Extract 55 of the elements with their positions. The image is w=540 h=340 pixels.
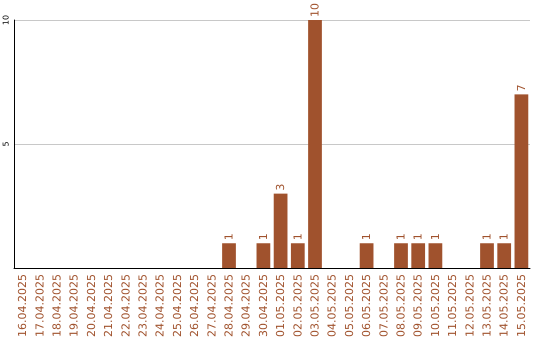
bar <box>514 94 528 268</box>
bar <box>394 243 408 268</box>
x-tick-label: 30.04.2025 <box>256 274 270 338</box>
x-tick-label: 23.04.2025 <box>136 274 150 338</box>
y-tick-label: 5 <box>2 141 10 147</box>
data-label: 3 <box>274 184 288 191</box>
x-tick-label: 07.05.2025 <box>377 274 390 338</box>
data-label: 1 <box>480 233 494 240</box>
x-tick-label: 09.05.2025 <box>412 274 425 338</box>
data-label: 1 <box>394 233 408 240</box>
x-tick-label: 02.05.2025 <box>291 274 304 338</box>
x-tick-label: 20.04.2025 <box>84 274 98 338</box>
bar <box>411 243 426 268</box>
x-tick-label: 29.04.2025 <box>240 274 253 338</box>
x-tick-label: 13.05.2025 <box>480 274 494 338</box>
data-label: 7 <box>514 84 528 92</box>
bar <box>497 243 512 268</box>
x-tick-label: 12.05.2025 <box>463 274 476 338</box>
bar <box>222 243 236 268</box>
x-tick-label: 28.04.2025 <box>222 274 236 338</box>
x-tick-label: 22.04.2025 <box>119 274 132 338</box>
x-tick-label: 25.04.2025 <box>170 274 184 338</box>
x-tick-label: 14.05.2025 <box>498 274 511 338</box>
x-tick-label: 15.05.2025 <box>514 274 528 338</box>
bar <box>308 20 322 268</box>
data-label: 10 <box>308 3 322 17</box>
x-tick-label: 24.04.2025 <box>154 274 167 338</box>
x-tick-label: 26.04.2025 <box>188 274 202 338</box>
data-label: 1 <box>428 233 442 240</box>
x-tick-label: 27.04.2025 <box>205 274 218 338</box>
x-tick-label: 18.04.2025 <box>50 274 64 338</box>
data-label: 1 <box>498 233 511 240</box>
data-label: 1 <box>256 233 270 240</box>
x-tick-label: 21.04.2025 <box>102 274 116 338</box>
x-tick-label: 19.04.2025 <box>68 274 81 338</box>
bar <box>274 194 288 268</box>
data-label: 1 <box>412 233 425 240</box>
x-tick-label: 06.05.2025 <box>360 274 374 338</box>
bar <box>360 243 374 268</box>
bar <box>480 243 494 268</box>
bar <box>428 243 442 268</box>
data-label: 1 <box>222 233 236 240</box>
x-tick-label: 16.04.2025 <box>16 274 30 338</box>
x-tick-label: 08.05.2025 <box>394 274 408 338</box>
bar <box>256 243 270 268</box>
data-label: 1 <box>291 233 304 240</box>
x-tick-label: 05.05.2025 <box>342 274 356 338</box>
x-tick-label: 11.05.2025 <box>446 274 460 338</box>
x-tick-label: 03.05.2025 <box>308 274 322 338</box>
x-tick-label: 04.05.2025 <box>326 274 339 338</box>
x-tick-label: 10.05.2025 <box>428 274 442 338</box>
bar <box>290 243 305 268</box>
data-label: 1 <box>360 233 374 240</box>
x-tick-label: 17.04.2025 <box>33 274 46 338</box>
x-tick-label: 01.05.2025 <box>274 274 288 338</box>
